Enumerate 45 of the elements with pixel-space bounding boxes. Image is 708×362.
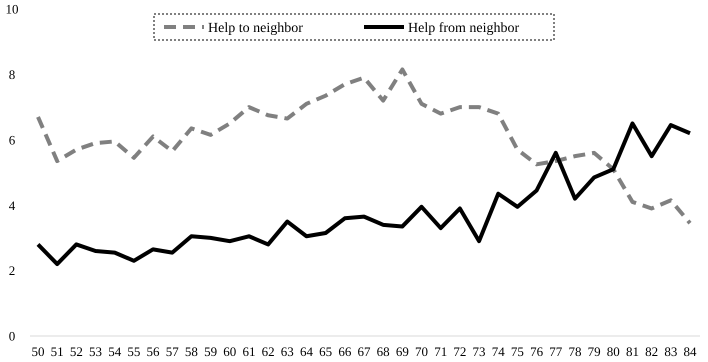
x-tick-label: 60 bbox=[223, 344, 236, 359]
x-tick-label: 66 bbox=[338, 344, 352, 359]
x-tick-label: 62 bbox=[262, 344, 275, 359]
x-tick-label: 68 bbox=[376, 344, 390, 359]
y-tick-label: 10 bbox=[6, 2, 18, 17]
x-tick-label: 57 bbox=[166, 344, 180, 359]
x-tick-label: 82 bbox=[645, 344, 658, 359]
x-tick-label: 52 bbox=[70, 344, 83, 359]
x-tick-label: 74 bbox=[492, 344, 506, 359]
y-tick-label: 6 bbox=[8, 132, 16, 148]
line-series bbox=[36, 121, 692, 266]
x-tick-label: 79 bbox=[588, 344, 601, 359]
x-tick-label: 84 bbox=[684, 344, 697, 359]
x-tick-label: 58 bbox=[184, 344, 198, 359]
x-tick-label: 71 bbox=[434, 344, 448, 359]
legend-label: Help to neighbor bbox=[208, 20, 304, 36]
x-tick-label: 78 bbox=[568, 344, 582, 359]
legend-label: Help from neighbor bbox=[408, 20, 520, 36]
x-tick-label: 73 bbox=[472, 344, 486, 359]
x-tick-label: 63 bbox=[280, 344, 294, 359]
x-tick-label: 55 bbox=[127, 344, 140, 359]
x-tick-label: 67 bbox=[358, 344, 371, 359]
x-tick-label: 81 bbox=[626, 344, 639, 359]
y-tick-label: 8 bbox=[8, 66, 16, 82]
x-tick-label: 53 bbox=[89, 344, 102, 359]
line-series bbox=[36, 67, 692, 226]
x-tick-label: 83 bbox=[664, 344, 678, 359]
x-tick-label: 69 bbox=[396, 344, 409, 359]
y-tick-label: 4 bbox=[8, 198, 16, 213]
x-tick-label: 70 bbox=[415, 344, 428, 359]
x-tick-label: 80 bbox=[606, 344, 620, 359]
x-tick-label: 75 bbox=[510, 344, 524, 359]
x-tick-label: 64 bbox=[300, 344, 314, 359]
x-tick-label: 50 bbox=[32, 344, 44, 359]
x-tick-label: 51 bbox=[50, 344, 64, 359]
x-tick-label: 61 bbox=[242, 344, 256, 359]
x-tick-label: 59 bbox=[204, 344, 218, 359]
x-tick-label: 56 bbox=[146, 344, 160, 359]
x-tick-label: 72 bbox=[453, 344, 466, 359]
y-tick-label: 0 bbox=[8, 328, 16, 344]
x-tick-label: 54 bbox=[108, 344, 122, 359]
x-tick-label: 65 bbox=[319, 344, 332, 359]
x-tick-label: 77 bbox=[549, 344, 563, 359]
x-tick-label: 76 bbox=[530, 344, 544, 359]
y-tick-label: 2 bbox=[8, 263, 16, 278]
